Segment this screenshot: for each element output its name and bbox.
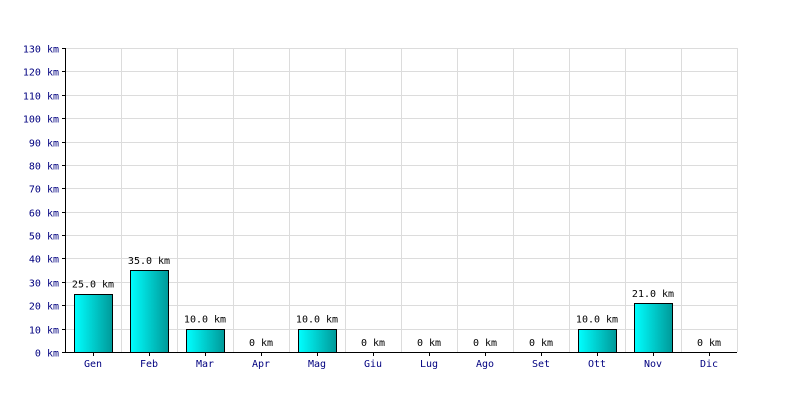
x-tick-label: Gen	[84, 359, 102, 370]
y-tick-label: 90 km	[29, 139, 59, 150]
bar	[74, 294, 113, 353]
x-tick-label: Apr	[252, 359, 270, 370]
data-label: 10.0 km	[296, 315, 338, 326]
y-tick-label: 100 km	[23, 115, 59, 126]
x-tick-label: Dic	[700, 359, 718, 370]
bar	[298, 329, 337, 353]
data-label: 0 km	[249, 338, 273, 349]
y-tick-label: 110 km	[23, 92, 59, 103]
data-label: 0 km	[473, 338, 497, 349]
data-label: 21.0 km	[632, 289, 674, 300]
data-label: 0 km	[697, 338, 721, 349]
data-label: 10.0 km	[576, 315, 618, 326]
y-tick-label: 50 km	[29, 232, 59, 243]
grid	[65, 48, 738, 352]
bar	[634, 303, 673, 353]
x-tick-label: Feb	[140, 359, 158, 370]
y-tick-label: 130 km	[23, 45, 59, 56]
y-tick-label: 60 km	[29, 209, 59, 220]
x-tick-label: Giu	[364, 359, 382, 370]
x-tick-label: Nov	[644, 359, 662, 370]
x-tick-label: Ago	[476, 359, 494, 370]
data-label: 25.0 km	[72, 280, 114, 291]
bar	[186, 329, 225, 353]
y-tick-label: 80 km	[29, 162, 59, 173]
y-tick-label: 20 km	[29, 302, 59, 313]
data-label: 35.0 km	[128, 256, 170, 267]
bars	[74, 270, 673, 353]
labels: 0 km 10 km 20 km 30 km 40 km 50 km 60 km 70 km 8…	[23, 45, 721, 371]
data-label: 10.0 km	[184, 315, 226, 326]
y-tick-label: 120 km	[23, 68, 59, 79]
x-tick-label: Lug	[420, 359, 438, 370]
y-tick-label: 30 km	[29, 279, 59, 290]
y-tick-label: 40 km	[29, 255, 59, 266]
bar	[578, 329, 617, 353]
axes	[62, 48, 737, 356]
data-label: 0 km	[529, 338, 553, 349]
y-tick-label: 70 km	[29, 185, 59, 196]
y-tick-label: 10 km	[29, 326, 59, 337]
x-tick-label: Set	[532, 359, 550, 370]
bar	[130, 270, 169, 353]
x-tick-label: Mag	[308, 359, 326, 370]
x-tick-label: Ott	[588, 359, 606, 370]
data-label: 0 km	[361, 338, 385, 349]
x-tick-label: Mar	[196, 359, 214, 370]
y-tick-label: 0 km	[35, 349, 59, 360]
data-label: 0 km	[417, 338, 441, 349]
